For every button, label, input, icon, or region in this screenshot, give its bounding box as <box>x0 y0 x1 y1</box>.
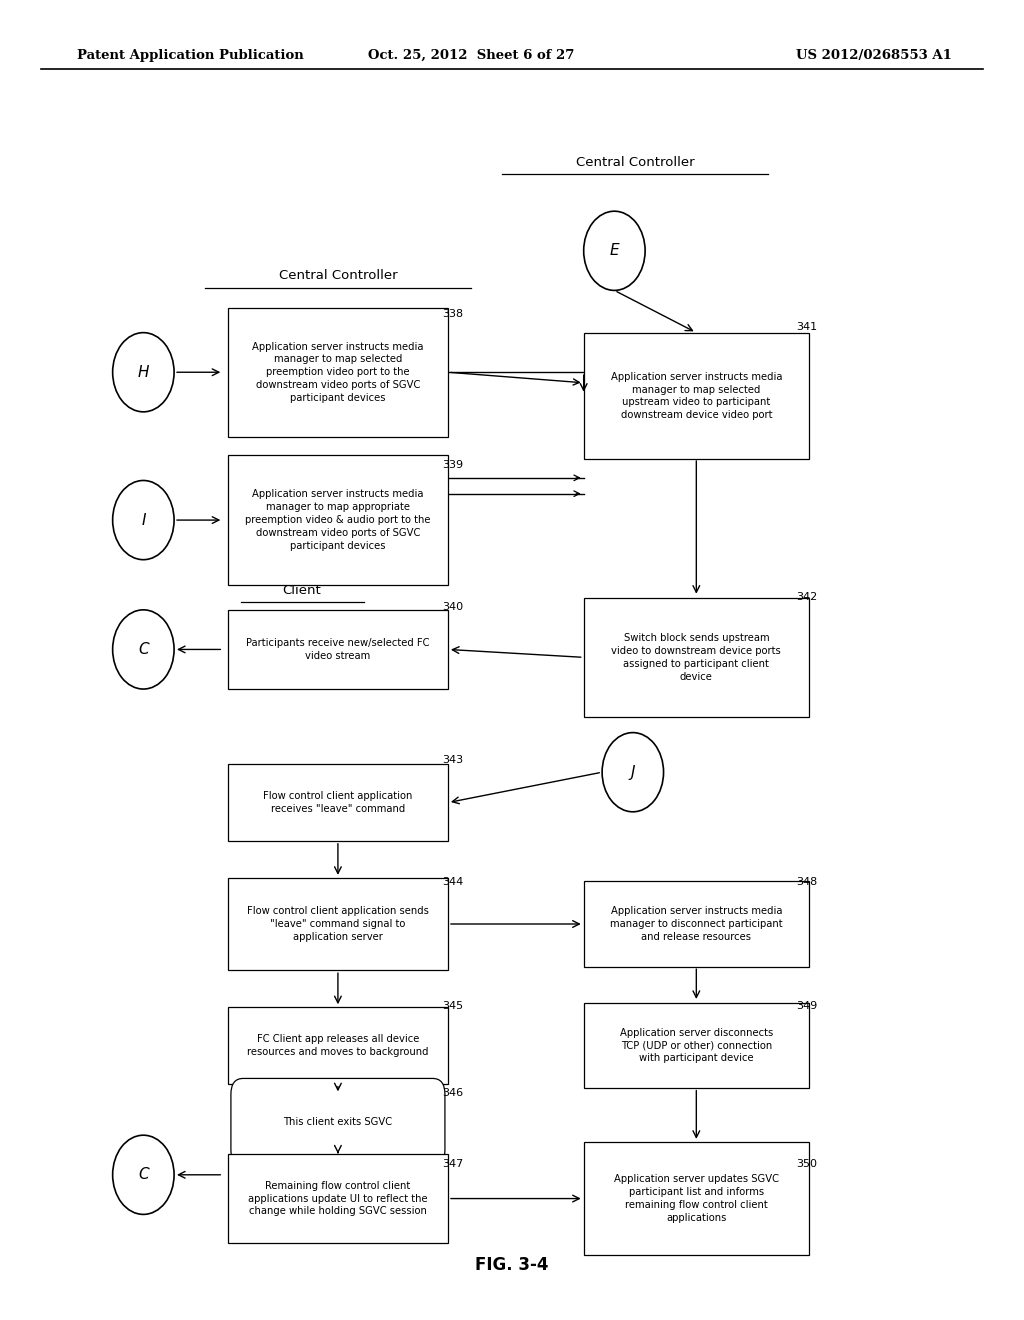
Text: E: E <box>609 243 620 259</box>
FancyBboxPatch shape <box>584 1003 809 1088</box>
Text: Flow control client application sends
"leave" command signal to
application serv: Flow control client application sends "l… <box>247 907 429 941</box>
FancyBboxPatch shape <box>584 598 809 717</box>
Text: 349: 349 <box>797 1001 818 1011</box>
Text: 342: 342 <box>797 591 818 602</box>
Text: C: C <box>138 642 148 657</box>
Text: I: I <box>141 512 145 528</box>
Text: Client: Client <box>283 583 322 597</box>
FancyBboxPatch shape <box>584 334 809 459</box>
Text: Central Controller: Central Controller <box>575 156 694 169</box>
Text: 343: 343 <box>442 755 464 766</box>
FancyBboxPatch shape <box>228 1007 449 1084</box>
FancyBboxPatch shape <box>228 764 449 841</box>
Text: Oct. 25, 2012  Sheet 6 of 27: Oct. 25, 2012 Sheet 6 of 27 <box>368 49 574 62</box>
FancyBboxPatch shape <box>231 1078 444 1166</box>
Text: Patent Application Publication: Patent Application Publication <box>77 49 303 62</box>
Text: US 2012/0268553 A1: US 2012/0268553 A1 <box>797 49 952 62</box>
Text: 345: 345 <box>442 1001 464 1011</box>
Text: 348: 348 <box>797 876 818 887</box>
Text: 350: 350 <box>797 1159 818 1170</box>
Text: Application server instructs media
manager to map selected
upstream video to par: Application server instructs media manag… <box>610 372 782 420</box>
Text: 340: 340 <box>442 602 464 612</box>
Text: H: H <box>137 364 150 380</box>
FancyBboxPatch shape <box>584 882 809 966</box>
FancyBboxPatch shape <box>228 1154 449 1243</box>
Text: J: J <box>631 764 635 780</box>
Text: Participants receive new/selected FC
video stream: Participants receive new/selected FC vid… <box>246 638 430 661</box>
Text: Switch block sends upstream
video to downstream device ports
assigned to partici: Switch block sends upstream video to dow… <box>611 634 781 681</box>
Text: Application server instructs media
manager to map selected
preemption video port: Application server instructs media manag… <box>252 342 424 403</box>
Text: Application server instructs media
manager to disconnect participant
and release: Application server instructs media manag… <box>610 907 782 941</box>
Text: 338: 338 <box>442 309 464 319</box>
Text: 341: 341 <box>797 322 818 333</box>
Text: Application server instructs media
manager to map appropriate
preemption video &: Application server instructs media manag… <box>245 490 431 550</box>
FancyBboxPatch shape <box>228 455 449 585</box>
Text: 339: 339 <box>442 459 464 470</box>
Text: Application server disconnects
TCP (UDP or other) connection
with participant de: Application server disconnects TCP (UDP … <box>620 1028 773 1063</box>
Text: FIG. 3-4: FIG. 3-4 <box>475 1255 549 1274</box>
Text: 344: 344 <box>442 876 464 887</box>
Text: This client exits SGVC: This client exits SGVC <box>284 1117 392 1127</box>
Text: Remaining flow control client
applications update UI to reflect the
change while: Remaining flow control client applicatio… <box>248 1181 428 1216</box>
Text: Flow control client application
receives "leave" command: Flow control client application receives… <box>263 791 413 814</box>
FancyBboxPatch shape <box>228 878 449 970</box>
Text: C: C <box>138 1167 148 1183</box>
Text: Central Controller: Central Controller <box>279 269 397 282</box>
Text: FC Client app releases all device
resources and moves to background: FC Client app releases all device resour… <box>247 1034 429 1057</box>
Text: Application server updates SGVC
participant list and informs
remaining flow cont: Application server updates SGVC particip… <box>613 1175 779 1222</box>
Text: 347: 347 <box>442 1159 464 1170</box>
FancyBboxPatch shape <box>228 308 449 437</box>
Text: 346: 346 <box>442 1088 464 1098</box>
FancyBboxPatch shape <box>584 1142 809 1254</box>
FancyBboxPatch shape <box>228 610 449 689</box>
